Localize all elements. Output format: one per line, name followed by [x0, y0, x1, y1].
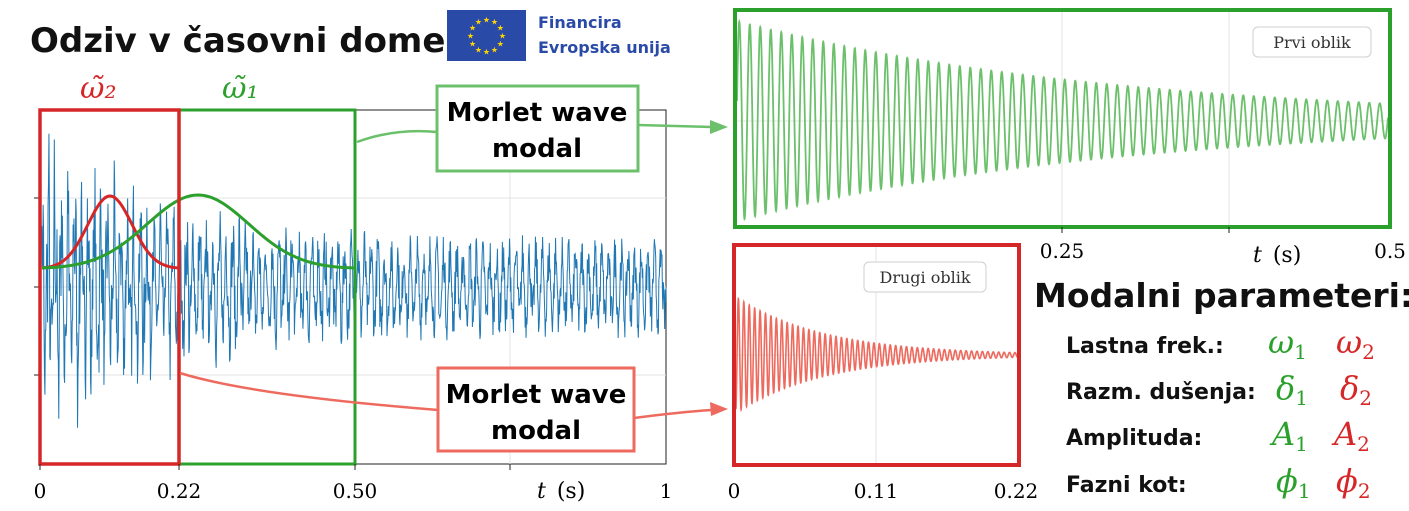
mode1-plot: Prvi oblik 0.25 0.5 t (s)	[733, 8, 1406, 268]
modal-row-2-sym2: A2	[1331, 415, 1370, 456]
eu-star-icon: ★	[499, 32, 506, 41]
main-x-tick-3: 1	[660, 479, 673, 503]
modal-row-0-sym1: ω1	[1268, 323, 1307, 364]
modal-row-1-sym1-base: δ	[1276, 369, 1295, 407]
eu-star-icon: ★	[497, 24, 504, 33]
callout-top-box	[435, 84, 640, 173]
signal-trace	[39, 133, 667, 428]
eu-star-icon: ★	[491, 18, 498, 27]
morlet-window-2-curve	[41, 194, 179, 270]
modal-row-3-sym2: ϕ2	[1336, 462, 1371, 503]
modal-heading: Modalni parameteri:	[1034, 276, 1409, 315]
modal-row-0-sym2-sub: 2	[1362, 340, 1375, 364]
modal-row-1-sym2: δ2	[1340, 369, 1372, 410]
window-2-box	[38, 108, 181, 466]
window-2-label: ω̃₂	[80, 71, 117, 106]
callout-top-line1: Morlet wave	[447, 98, 628, 128]
callout-top-arrow-head-icon	[710, 120, 728, 134]
modal-row-2-sym1: A1	[1269, 415, 1308, 456]
eu-logo-line1: Financira	[538, 13, 622, 32]
callout-top: Morlet wave modal	[356, 84, 728, 173]
modal-row-2-sym2-base: A	[1331, 415, 1357, 453]
modal-row-2-sym1-sub: 1	[1295, 432, 1308, 456]
eu-star-icon: ★	[469, 40, 476, 49]
eu-flag	[447, 10, 526, 61]
mode2-plot: Drugi oblik 0 0.11 0.22	[728, 243, 1039, 503]
mode1-x-axis-var: t	[1253, 243, 1262, 268]
eu-logo: ★★★★★★★★★ ★ ★★ Financira Evropska unija	[447, 10, 671, 61]
mode1-x-tick-1: 0.5	[1374, 239, 1406, 263]
modal-row-3-label: Fazni kot:	[1066, 473, 1187, 498]
modal-row-1-sym2-base: δ	[1340, 369, 1359, 407]
mode1-x-axis-label: t (s)	[1253, 243, 1301, 268]
callout-top-arrow	[637, 123, 713, 129]
modal-row-3-sym1-base: ϕ	[1276, 462, 1298, 500]
modal-row-0-sym2-base: ω	[1336, 323, 1362, 361]
callout-bottom-line1: Morlet wave	[446, 380, 627, 410]
callout-bottom-arrow	[633, 408, 713, 420]
morlet-window-1-curve	[41, 193, 355, 270]
page-title: Odziv v časovni domeni:	[30, 21, 495, 61]
callout-bottom: Morlet wave modal	[179, 366, 728, 453]
eu-star-icon: ★	[491, 45, 498, 54]
main-x-axis-var: t	[537, 479, 546, 504]
callout-bottom-box	[436, 366, 636, 453]
mode1-legend: Prvi oblik	[1273, 33, 1351, 52]
modal-row-1-sym1-sub: 1	[1295, 386, 1308, 410]
mode2-x-tick-1: 0.11	[854, 479, 899, 503]
callout-bottom-arrow-head-icon	[710, 402, 728, 416]
modal-parameters: Modalni parameteri: Lastna frek.: Razm. …	[1034, 276, 1409, 503]
main-x-tick-0: 0	[34, 479, 47, 503]
mode1-legend-box	[1252, 26, 1372, 58]
eu-star-icon: ★	[497, 40, 504, 49]
main-x-axis-unit: (s)	[557, 479, 585, 504]
callout-top-connector	[356, 129, 438, 144]
eu-star-icon: ★	[467, 32, 474, 41]
main-x-axis-label: t (s)	[537, 479, 585, 504]
modal-row-1-sym2-sub: 2	[1359, 386, 1372, 410]
mode1-x-tick-0: 0.25	[1040, 239, 1085, 263]
modal-row-0-sym1-base: ω	[1268, 323, 1294, 361]
eu-stars-icon: ★★★★★★★★★ ★ ★★	[467, 16, 506, 57]
mode2-x-tick-0: 0	[728, 479, 741, 503]
eu-star-icon: ★	[475, 45, 482, 54]
mode1-x-axis-unit: (s)	[1273, 243, 1301, 268]
modal-row-0-sym1-sub: 1	[1294, 340, 1307, 364]
callout-bottom-connector	[179, 371, 439, 412]
main-plot-x-ticks: 0 0.22 0.50 1	[34, 479, 673, 503]
window-1-label: ω̃₁	[222, 71, 259, 106]
eu-star-icon: ★	[483, 16, 490, 25]
modal-row-2-label: Amplituda:	[1066, 426, 1202, 451]
callout-bottom-line2: modal	[491, 416, 581, 446]
modal-row-2-sym2-sub: 2	[1357, 432, 1370, 456]
eu-star-icon: ★	[469, 24, 476, 33]
mode2-legend-box	[863, 261, 987, 293]
mode1-trace	[736, 18, 1389, 221]
mode2-plot-frame	[732, 243, 1021, 467]
mode2-x-tick-2: 0.22	[994, 479, 1039, 503]
modal-row-0-sym2: ω2	[1336, 323, 1375, 364]
modal-row-3-sym2-base: ϕ	[1336, 462, 1358, 500]
eu-logo-line2: Evropska unija	[538, 38, 671, 57]
modal-row-0-label: Lastna frek.:	[1066, 334, 1224, 359]
mode2-trace	[735, 296, 1019, 413]
modal-row-3-sym1-sub: 1	[1298, 479, 1311, 503]
eu-star-icon: ★	[475, 18, 482, 27]
main-x-tick-1: 0.22	[157, 479, 202, 503]
modal-row-2-sym1-base: A	[1269, 415, 1295, 453]
callout-top-line2: modal	[492, 134, 582, 164]
modal-row-3-sym2-sub: 2	[1358, 479, 1371, 503]
modal-row-3-sym1: ϕ1	[1276, 462, 1311, 503]
modal-row-1-sym1: δ1	[1276, 369, 1308, 410]
modal-row-1-label: Razm. dušenja:	[1066, 380, 1256, 405]
mode2-legend: Drugi oblik	[879, 268, 970, 287]
eu-star-icon: ★	[483, 48, 490, 57]
main-x-tick-2: 0.50	[333, 479, 378, 503]
